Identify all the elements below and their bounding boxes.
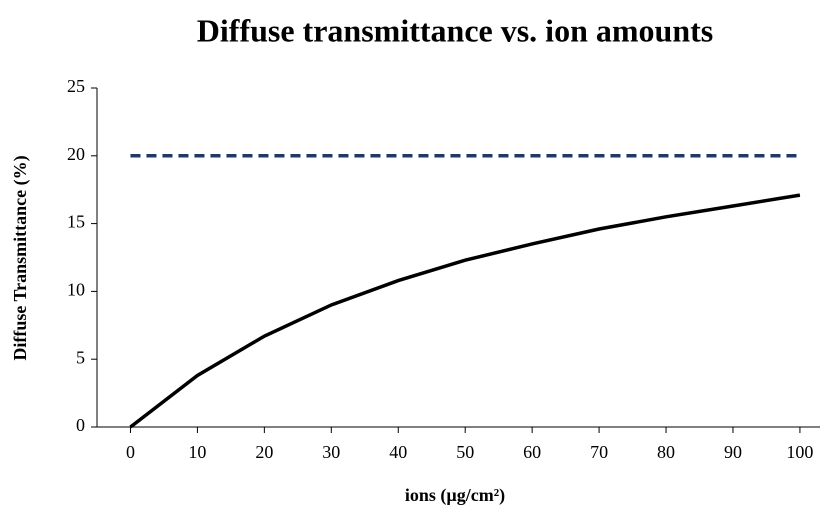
y-tick-label: 25 — [67, 76, 85, 96]
x-tick-label: 0 — [126, 442, 135, 462]
chart-title: Diffuse transmittance vs. ion amounts — [197, 12, 713, 48]
y-tick-label: 20 — [67, 144, 85, 164]
y-tick-label: 10 — [67, 280, 85, 300]
y-axis-label: Diffuse Transmittance (%) — [10, 155, 31, 360]
x-tick-label: 50 — [456, 442, 474, 462]
y-tick-label: 5 — [76, 347, 85, 367]
y-tick-label: 15 — [67, 212, 85, 232]
x-tick-label: 30 — [322, 442, 340, 462]
x-tick-label: 90 — [724, 442, 742, 462]
x-axis-label: ions (µg/cm²) — [405, 485, 505, 506]
y-tick-label: 0 — [76, 415, 85, 435]
x-tick-label: 80 — [657, 442, 675, 462]
x-tick-label: 40 — [389, 442, 407, 462]
series-line — [129, 193, 801, 429]
x-tick-label: 20 — [255, 442, 273, 462]
x-tick-label: 10 — [188, 442, 206, 462]
x-tick-label: 70 — [590, 442, 608, 462]
x-tick-label: 100 — [786, 442, 813, 462]
x-tick-label: 60 — [523, 442, 541, 462]
